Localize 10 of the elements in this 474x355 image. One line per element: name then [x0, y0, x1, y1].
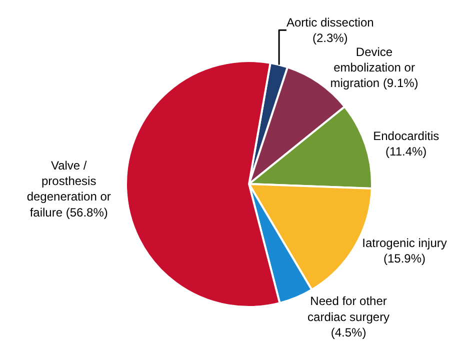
slice-label: Endocarditis [373, 128, 440, 143]
slice-label: Valve / prosthesis degeneration or failure (56.8%) [26, 158, 111, 220]
slice-label: Iatrogenic injury [362, 236, 447, 250]
data-label: (4.5%) [330, 325, 366, 340]
data-label: (2.3%) [312, 30, 348, 45]
slice-label: Need for other cardiac surgery [308, 294, 390, 324]
data-label: (15.9%) [384, 251, 426, 266]
slice-label: Device embolization or migration (9.1%) [330, 44, 418, 90]
data-label: (11.4%) [386, 144, 427, 158]
slice-label: Aortic dissection [286, 15, 374, 30]
